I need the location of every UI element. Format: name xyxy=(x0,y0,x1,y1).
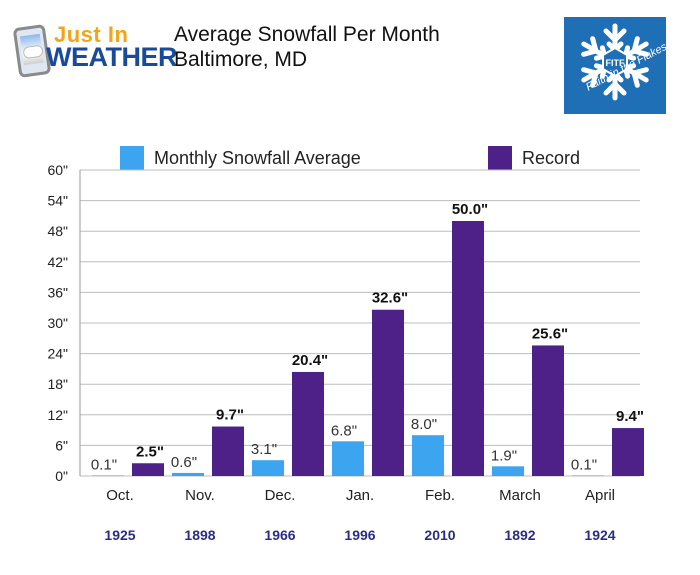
x-category-label: April xyxy=(585,487,615,504)
y-tick-label: 48" xyxy=(47,223,68,239)
record-value-label: 32.6" xyxy=(372,290,408,307)
y-tick-label: 6" xyxy=(55,437,68,453)
chart-title: Average Snowfall Per Month xyxy=(174,23,440,46)
x-category-label: Oct. xyxy=(106,487,134,504)
record-year-label: 2010 xyxy=(424,527,455,543)
x-category-label: Jan. xyxy=(346,487,374,504)
average-value-label: 0.1" xyxy=(91,456,117,473)
record-value-label: 2.5" xyxy=(136,443,164,460)
average-bar xyxy=(332,441,364,476)
record-bar xyxy=(532,345,564,476)
x-category-label: Dec. xyxy=(265,487,296,504)
record-bar xyxy=(292,371,324,476)
record-bar xyxy=(612,428,644,476)
record-year-label: 1924 xyxy=(584,527,615,543)
logo-text-top: Just In xyxy=(54,22,129,47)
y-tick-label: 24" xyxy=(47,346,68,362)
y-tick-label: 54" xyxy=(47,193,68,209)
y-tick-label: 36" xyxy=(47,284,68,300)
average-value-label: 6.8" xyxy=(331,422,357,439)
x-category-label: Nov. xyxy=(185,487,215,504)
record-bar xyxy=(212,426,244,476)
record-bar xyxy=(132,463,164,476)
average-value-label: 0.6" xyxy=(171,454,197,471)
logo-text-bottom: WEATHER xyxy=(46,42,178,72)
average-bar xyxy=(172,472,204,476)
record-year-label: 1966 xyxy=(264,527,295,543)
legend-swatch-record xyxy=(488,146,512,170)
legend-swatch-average xyxy=(120,146,144,170)
legend-label-record: Record xyxy=(522,147,581,168)
average-bar xyxy=(252,460,284,476)
record-value-label: 20.4" xyxy=(292,352,328,369)
snowflake-icon: FITF xyxy=(581,23,649,101)
record-value-label: 50.0" xyxy=(452,201,488,218)
x-category-label: March xyxy=(499,487,541,504)
average-value-label: 0.1" xyxy=(571,456,597,473)
record-value-label: 9.7" xyxy=(216,407,244,424)
average-bar xyxy=(492,466,524,476)
average-bar xyxy=(92,475,124,476)
average-value-label: 1.9" xyxy=(491,447,517,464)
record-year-label: 1996 xyxy=(344,527,375,543)
record-year-label: 1898 xyxy=(184,527,215,543)
y-tick-label: 42" xyxy=(47,254,68,270)
average-value-label: 3.1" xyxy=(251,441,277,458)
record-bar xyxy=(452,221,484,476)
y-tick-label: 12" xyxy=(47,407,68,423)
y-tick-label: 0" xyxy=(55,468,68,484)
svg-text:FITF: FITF xyxy=(606,58,625,68)
y-tick-label: 30" xyxy=(47,315,68,331)
average-bar xyxy=(572,475,604,476)
faith-in-the-flakes-badge: FITF Faith in the Flakes xyxy=(564,17,669,114)
chart-title-block: Average Snowfall Per Month Baltimore, MD xyxy=(174,22,440,72)
record-value-label: 9.4" xyxy=(616,408,644,425)
average-value-label: 8.0" xyxy=(411,416,437,433)
legend-item-average: Monthly Snowfall Average xyxy=(120,146,361,170)
average-bar xyxy=(412,435,444,476)
y-tick-label: 18" xyxy=(47,376,68,392)
record-bar xyxy=(372,309,404,476)
just-in-weather-logo: Just In WEATHER xyxy=(12,20,178,78)
legend-item-record: Record xyxy=(488,146,580,170)
record-year-label: 1925 xyxy=(104,527,135,543)
chart-subtitle: Baltimore, MD xyxy=(174,48,308,71)
y-tick-label: 60" xyxy=(47,162,68,178)
x-category-label: Feb. xyxy=(425,487,455,504)
record-value-label: 25.6" xyxy=(532,325,568,342)
legend-label-average: Monthly Snowfall Average xyxy=(154,147,361,168)
record-year-label: 1892 xyxy=(504,527,535,543)
